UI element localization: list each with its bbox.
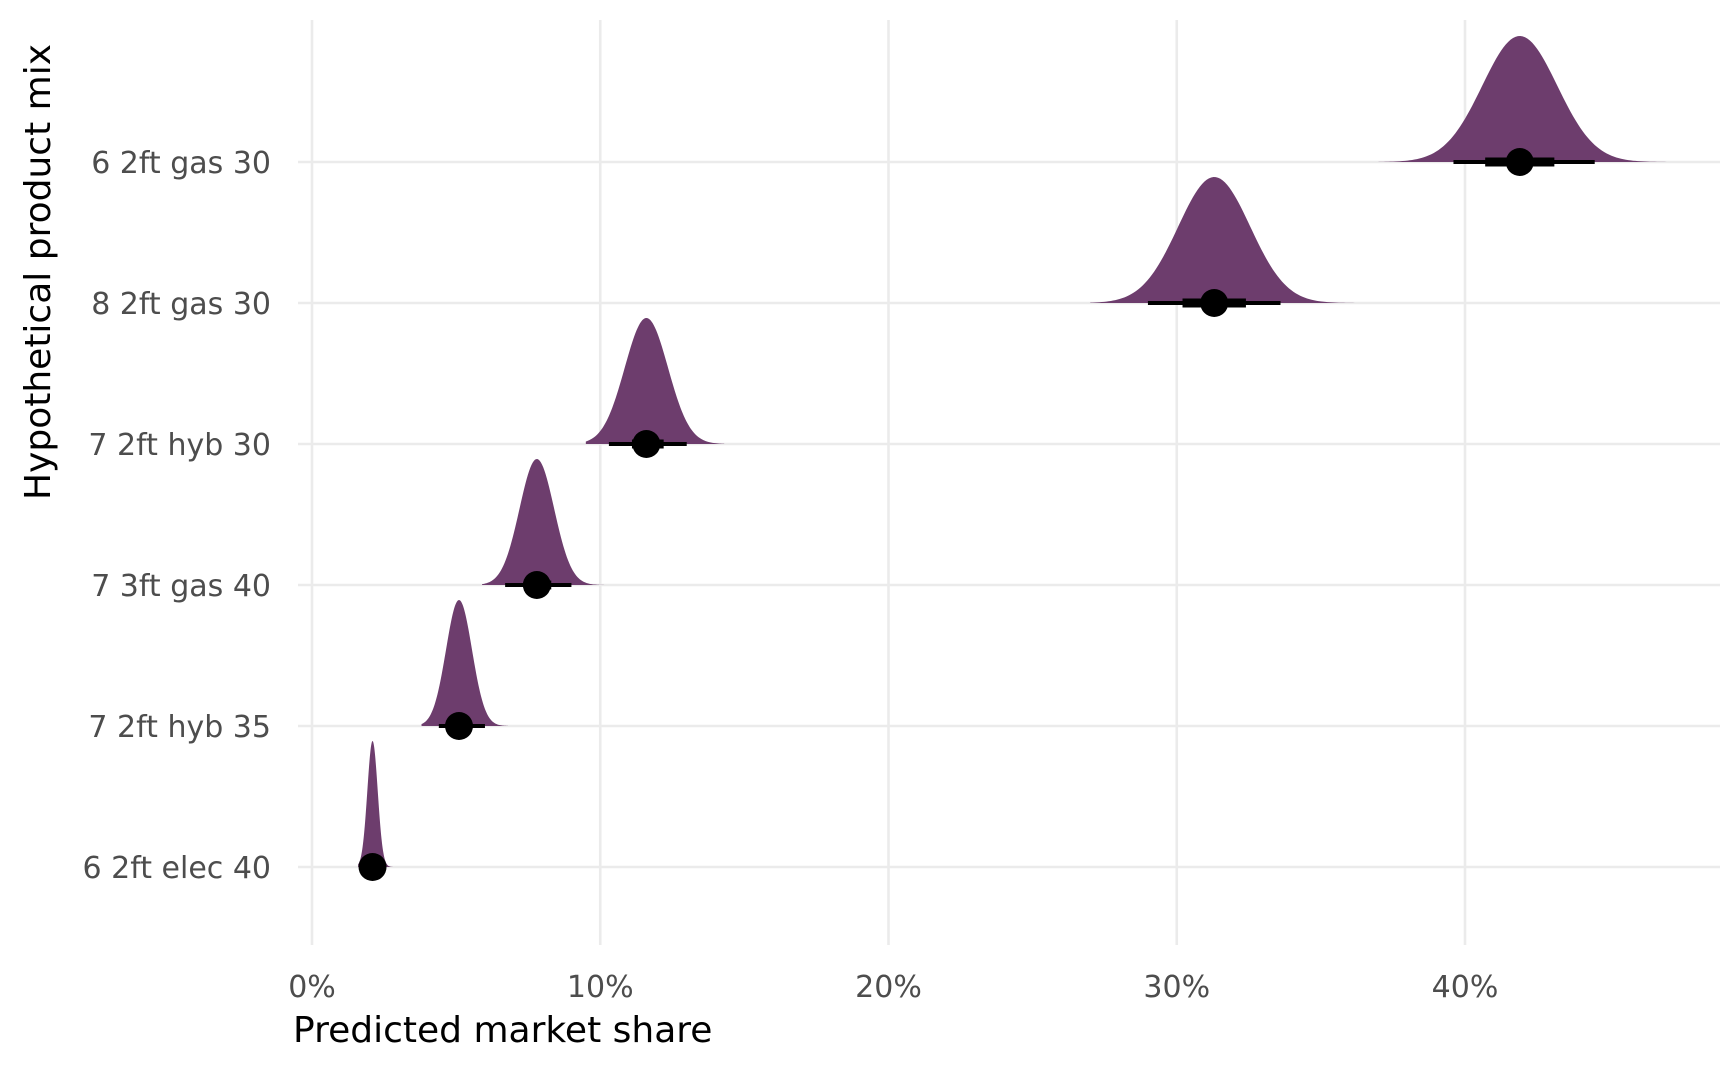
y-gridlines	[298, 160, 1720, 869]
y-axis-title: Hypothetical product mix	[18, 44, 59, 500]
y-tick-label: 6 2ft elec 40	[83, 851, 272, 886]
y-tick-label: 7 2ft hyb 30	[88, 428, 271, 463]
y-tick-label: 7 3ft gas 40	[91, 569, 271, 604]
density-curve	[1090, 177, 1365, 303]
y-tick-label: 6 2ft gas 30	[91, 146, 271, 181]
x-gridlines	[310, 20, 1467, 945]
halfeye-5	[421, 600, 509, 740]
density-curve	[482, 459, 624, 585]
median-point	[1505, 148, 1534, 176]
x-tick-label: 0%	[288, 970, 336, 1005]
halfeye-2	[1090, 177, 1365, 317]
x-tick-label: 40%	[1432, 970, 1499, 1005]
x-axis-ticks: 0% 10% 20% 30% 40%	[288, 970, 1498, 1005]
x-axis-title: Predicted market share	[293, 1010, 712, 1051]
y-tick-label: 8 2ft gas 30	[91, 287, 271, 322]
halfeye-3	[585, 318, 725, 458]
median-point	[632, 430, 661, 458]
y-tick-label: 7 2ft hyb 35	[88, 710, 271, 745]
x-tick-label: 20%	[855, 970, 922, 1005]
plot-marks	[358, 36, 1667, 881]
density-curve	[358, 741, 393, 867]
y-axis-ticks: 6 2ft gas 30 8 2ft gas 30 7 2ft hyb 30 7 3f…	[83, 146, 272, 886]
density-curve	[585, 318, 725, 444]
x-tick-label: 10%	[567, 970, 634, 1005]
halfeye-6	[358, 741, 393, 881]
median-point	[358, 853, 387, 881]
halfeye-4	[482, 459, 624, 599]
median-point	[445, 712, 474, 740]
x-tick-label: 30%	[1143, 970, 1210, 1005]
density-curve	[421, 600, 509, 726]
density-curve	[1378, 36, 1667, 163]
median-point	[522, 571, 551, 599]
median-point	[1200, 289, 1229, 317]
halfeye-1	[1378, 36, 1667, 176]
